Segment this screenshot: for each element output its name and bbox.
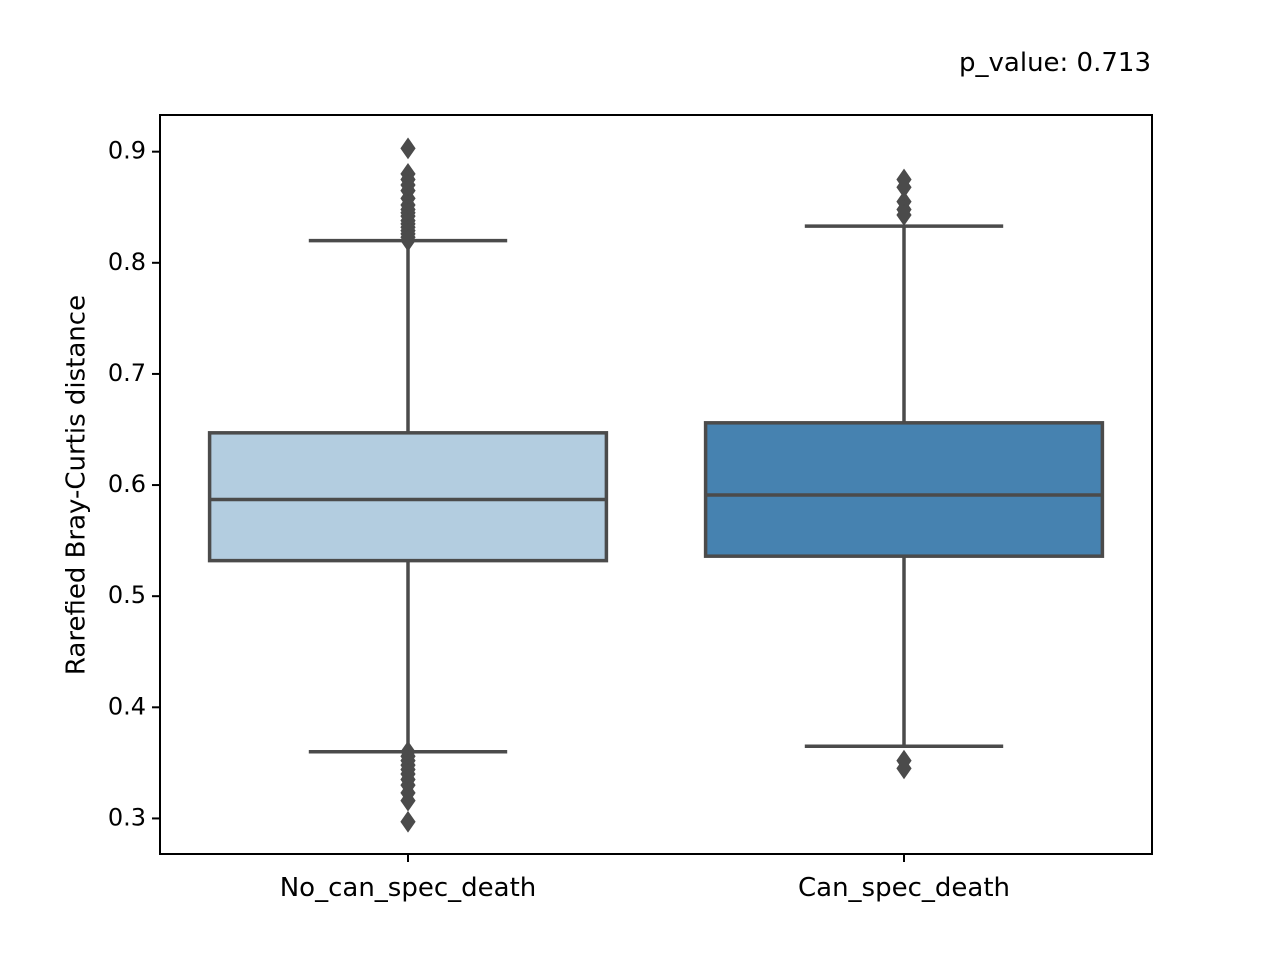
y-tick-label: 0.9 — [108, 137, 146, 165]
box-group-Can_spec_death: Can_spec_death — [703, 168, 1105, 903]
y-tick-label: 0.4 — [108, 692, 146, 720]
y-tick-label: 0.8 — [108, 248, 146, 276]
y-tick-label: 0.3 — [108, 803, 146, 831]
outlier-point — [400, 229, 416, 252]
box-group-No_can_spec_death: No_can_spec_death — [207, 137, 609, 903]
outlier-point — [400, 137, 416, 160]
y-tick-label: 0.6 — [108, 470, 146, 498]
iqr-box — [207, 431, 609, 563]
outlier-point — [400, 789, 416, 812]
y-tick-label: 0.5 — [108, 581, 146, 609]
outlier-point — [896, 204, 912, 226]
outlier-point — [896, 757, 912, 780]
outlier-point — [400, 810, 416, 833]
y-axis-label: Rarefied Bray-Curtis distance — [62, 295, 92, 675]
iqr-box — [703, 421, 1105, 558]
x-tick-label: Can_spec_death — [798, 873, 1010, 903]
p-value-annotation: p_value: 0.713 — [959, 48, 1151, 78]
y-tick-label: 0.7 — [108, 359, 146, 387]
plot-frame — [159, 114, 1153, 855]
x-tick-label: No_can_spec_death — [280, 873, 537, 903]
